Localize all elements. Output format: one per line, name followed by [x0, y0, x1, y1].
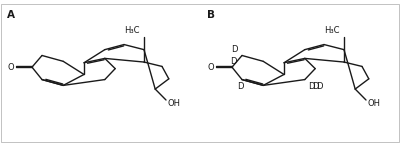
Text: H₃C: H₃C — [324, 26, 340, 35]
Text: O: O — [7, 63, 14, 72]
Text: D: D — [316, 82, 322, 91]
Text: OH: OH — [168, 99, 181, 108]
Text: D: D — [230, 57, 236, 66]
Text: D: D — [231, 45, 237, 54]
Text: OH: OH — [368, 99, 381, 108]
Text: D: D — [237, 82, 243, 91]
Text: B: B — [207, 10, 215, 20]
Text: A: A — [7, 10, 15, 20]
Text: O: O — [207, 63, 214, 72]
Text: D: D — [312, 82, 318, 91]
Text: H₃C: H₃C — [124, 26, 140, 35]
Text: D: D — [308, 82, 314, 91]
